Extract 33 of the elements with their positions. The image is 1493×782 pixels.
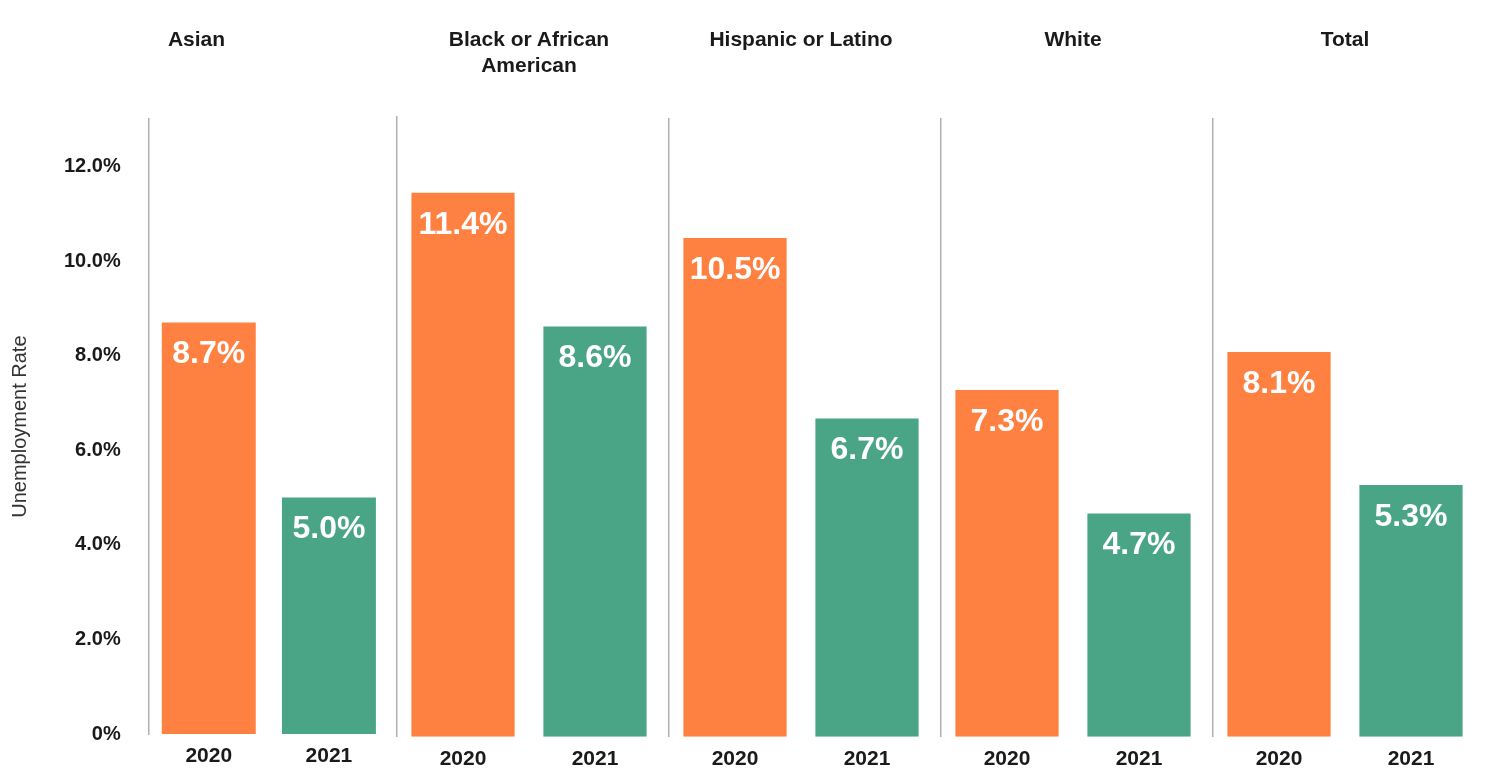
y-tick-label: 6.0% (75, 437, 121, 460)
y-tick-label: 8.0% (75, 343, 121, 366)
data-label: 5.0% (292, 509, 366, 546)
y-tick-label: 0% (91, 721, 121, 744)
chart-title: Black or African American (448, 27, 610, 76)
x-tick-label: 2020 (185, 743, 233, 767)
x-tick-label: 2021 (1115, 746, 1163, 770)
data-label: 8.6% (558, 338, 632, 375)
data-label: 8.1% (1242, 363, 1316, 400)
data-label: 4.7% (1102, 525, 1176, 562)
chart-title: Total (1320, 27, 1370, 51)
data-label: 11.4% (418, 204, 508, 241)
y-tick-label: 10.0% (63, 248, 121, 271)
y-tick-label: 4.0% (75, 532, 121, 555)
x-tick-label: 2020 (439, 746, 487, 770)
data-label: 10.5% (689, 249, 781, 286)
x-tick-label: 2020 (983, 746, 1031, 770)
x-tick-label: 2020 (1255, 746, 1303, 770)
x-tick-label: 2021 (305, 743, 353, 767)
y-tick-label: 2.0% (75, 626, 121, 649)
data-label: 8.7% (172, 334, 246, 371)
chart-title: Hispanic or Latino (709, 27, 893, 51)
data-label: 6.7% (830, 430, 904, 467)
chart-title: White (1044, 27, 1102, 51)
chart-title: Asian (167, 27, 226, 51)
x-tick-label: 2021 (1387, 746, 1435, 770)
x-tick-label: 2020 (711, 746, 759, 770)
data-label: 5.3% (1374, 496, 1448, 533)
data-label: 7.3% (970, 401, 1044, 438)
x-tick-label: 2021 (843, 746, 891, 770)
y-axis-title: Unemployment Rate (7, 335, 30, 518)
x-tick-label: 2021 (571, 746, 619, 770)
y-tick-label: 12.0% (63, 154, 121, 177)
